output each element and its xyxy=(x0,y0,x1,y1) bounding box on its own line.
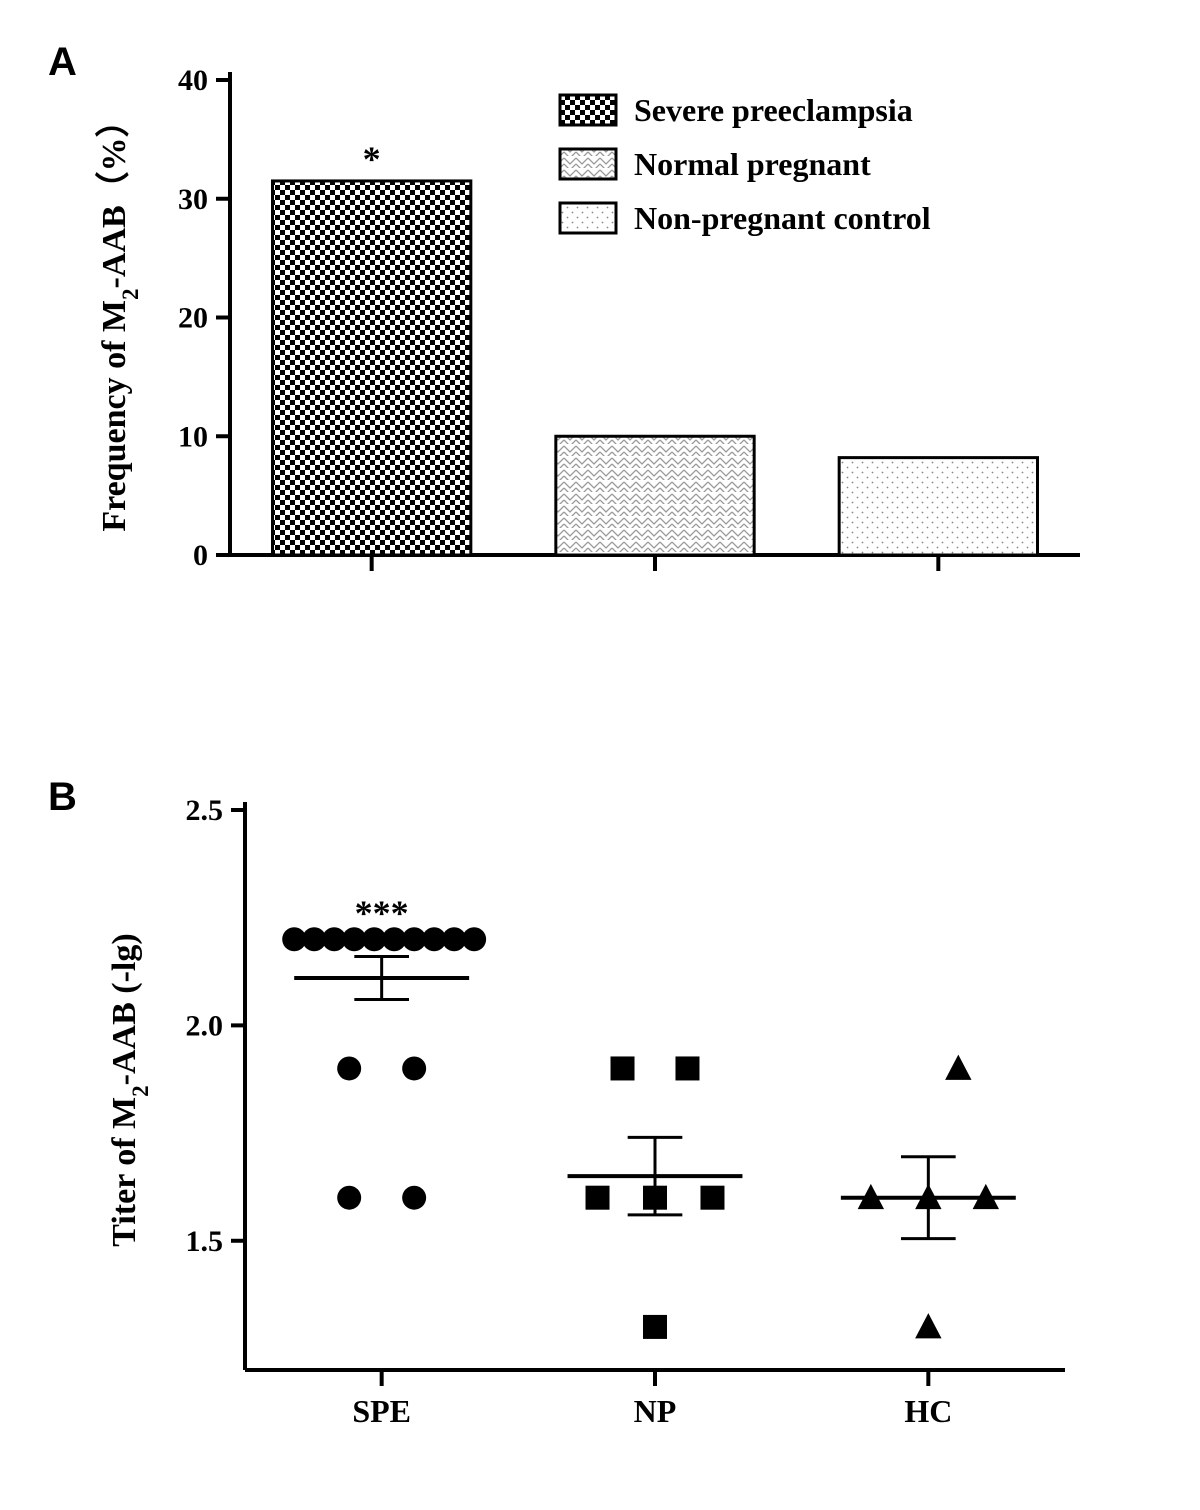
data-point xyxy=(915,1313,941,1338)
x-tick-label: HC xyxy=(904,1393,952,1429)
y-tick-label: 20 xyxy=(178,302,208,335)
bar xyxy=(839,458,1037,555)
bar xyxy=(273,181,471,555)
y-axis-label: Frequency of M2-AAB（%） xyxy=(94,103,144,531)
x-tick-label: SPE xyxy=(352,1393,411,1429)
data-point xyxy=(675,1056,699,1080)
y-tick-label: 1.5 xyxy=(186,1225,224,1258)
y-tick-label: 0 xyxy=(193,539,208,572)
data-point xyxy=(586,1186,610,1210)
data-point xyxy=(462,927,486,951)
data-point xyxy=(611,1056,635,1080)
y-tick-label: 40 xyxy=(178,64,208,97)
legend: Severe preeclampsia Normal pregnant Non-pr… xyxy=(560,92,931,236)
y-tick-label: 30 xyxy=(178,183,208,216)
data-point xyxy=(402,1056,426,1080)
data-point xyxy=(337,1056,361,1080)
data-point xyxy=(337,1186,361,1210)
group-annotation: *** xyxy=(355,893,409,933)
data-point xyxy=(402,1186,426,1210)
data-point xyxy=(643,1186,667,1210)
y-tick-label: 10 xyxy=(178,420,208,453)
legend-label: Normal pregnant xyxy=(634,146,871,182)
y-tick-label: 2.0 xyxy=(186,1009,224,1042)
y-tick-label: 2.5 xyxy=(186,794,224,827)
figure-svg: 0 10 20 30 40 Frequency of M2-AAB（%） * Severe p… xyxy=(0,0,1200,1510)
x-tick-label: NP xyxy=(634,1393,677,1429)
legend-swatch xyxy=(560,149,616,179)
legend-label: Non-pregnant control xyxy=(634,200,931,236)
legend-swatch xyxy=(560,95,616,125)
data-point xyxy=(945,1055,971,1080)
y-axis-label: Titer of M2-AAB (-lg) xyxy=(106,933,154,1246)
data-point xyxy=(643,1315,667,1339)
legend-label: Severe preeclampsia xyxy=(634,92,913,128)
bar xyxy=(556,436,754,555)
bar-annotation: * xyxy=(363,139,381,179)
legend-swatch xyxy=(560,203,616,233)
data-point xyxy=(700,1186,724,1210)
